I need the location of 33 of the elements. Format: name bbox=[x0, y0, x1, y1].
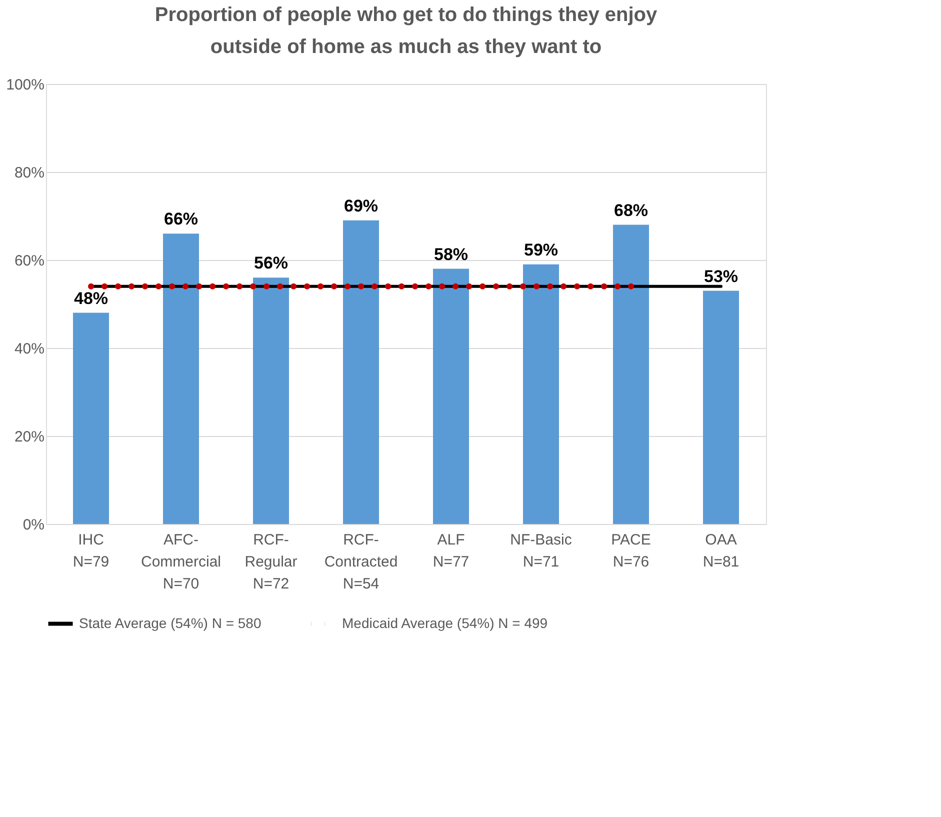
x-tick-label: NF-Basic N=71 bbox=[510, 532, 572, 570]
x-tick-label: ALF N=77 bbox=[432, 532, 470, 570]
data-label: 53% bbox=[704, 266, 738, 286]
bar bbox=[433, 268, 469, 524]
data-label: 59% bbox=[524, 240, 558, 260]
data-label: 68% bbox=[614, 200, 648, 220]
y-tick-label: 20% bbox=[14, 428, 44, 446]
x-tick-label: OAA N=81 bbox=[702, 532, 740, 570]
x-tick-label: IHC N=79 bbox=[72, 532, 110, 570]
bar bbox=[343, 220, 379, 524]
y-tick-label: 80% bbox=[14, 164, 44, 182]
data-label: 48% bbox=[74, 288, 108, 308]
bar bbox=[523, 264, 559, 524]
chart-title: Proportion of people who get to do things they enjoy outside of home as much as they want to bbox=[154, 4, 658, 58]
bar bbox=[73, 312, 109, 524]
x-tick-label: RCF- Contracted N=54 bbox=[324, 532, 398, 592]
data-label: 58% bbox=[434, 244, 468, 264]
legend-label: Medicaid Average (54%) N = 499 bbox=[342, 614, 548, 631]
x-tick-label: AFC- Commercial N=70 bbox=[140, 532, 222, 592]
bar bbox=[163, 234, 199, 524]
data-label: 66% bbox=[164, 210, 198, 229]
bar bbox=[703, 290, 739, 524]
x-tick-label: RCF- Regular N=72 bbox=[244, 532, 298, 592]
bar bbox=[253, 278, 289, 524]
y-tick-label: 0% bbox=[22, 516, 44, 534]
y-tick-label: 40% bbox=[14, 340, 44, 358]
x-tick-label: PACE N=76 bbox=[611, 532, 651, 570]
y-tick-label: 100% bbox=[6, 76, 44, 94]
y-tick-label: 60% bbox=[14, 252, 44, 270]
legend-label: State Average (54%) N = 580 bbox=[79, 614, 262, 631]
data-label: 56% bbox=[254, 254, 288, 273]
bar bbox=[613, 224, 649, 524]
data-label: 69% bbox=[344, 196, 378, 216]
